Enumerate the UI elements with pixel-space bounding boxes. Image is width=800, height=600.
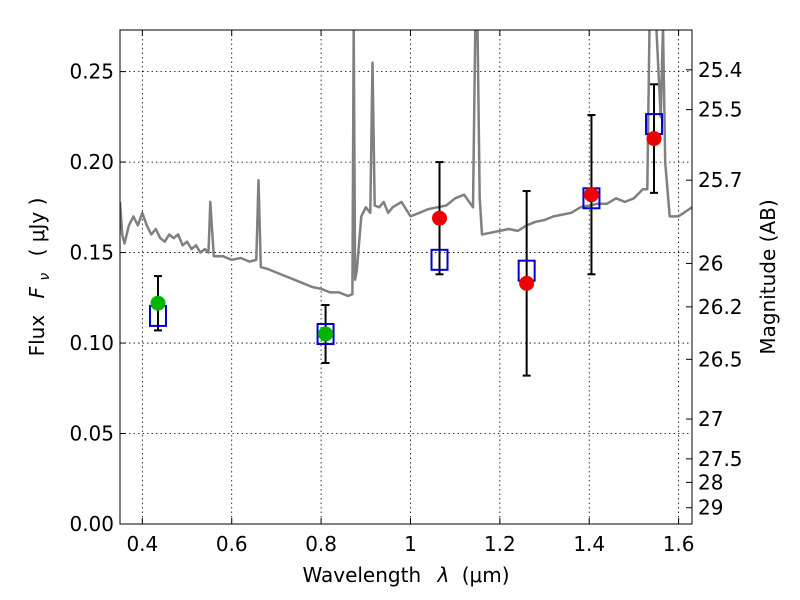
- y-tick-label: 0.00: [69, 512, 114, 536]
- observed-flux-point: [318, 326, 334, 342]
- magnitude-tick-label: 25.7: [698, 168, 743, 192]
- spectrum-line: [120, 30, 692, 298]
- model-photometry-square: [430, 248, 449, 271]
- magnitude-tick-label: 27.5: [698, 447, 743, 471]
- x-tick-label: 0.6: [216, 532, 248, 556]
- magnitude-tick-label: 29: [698, 496, 723, 520]
- x-tick-label: 1: [404, 532, 417, 556]
- y-axis-label-symbol: F: [25, 286, 49, 298]
- magnitude-tick-label: 27: [698, 407, 723, 431]
- x-tick-label: 1.6: [663, 532, 695, 556]
- y-tick-label: 0.05: [69, 422, 114, 446]
- observed-flux-point: [150, 295, 166, 311]
- y-axis-label-unit: ( μJy ): [25, 198, 49, 257]
- observed-flux-point: [519, 275, 535, 291]
- y-axis-label-subscript: ν: [37, 273, 53, 281]
- magnitude-tick-label: 28: [698, 470, 723, 494]
- magnitude-axis-label: Magnitude (AB): [756, 199, 780, 354]
- x-tick-label: 0.8: [305, 532, 337, 556]
- ticks-layer: 0.4 0.6 0.8 1 1.2 1.4 1.6 0.00 0.05 0.10 0.15 0.20 0…: [69, 30, 743, 556]
- magnitude-tick-label: 26.2: [698, 295, 743, 319]
- observed-flux-point: [583, 187, 599, 203]
- observed-flux-point: [646, 131, 662, 147]
- observed-flux-point: [432, 210, 448, 226]
- x-tick-label: 0.4: [126, 532, 158, 556]
- x-axis-label-symbol: λ: [437, 563, 450, 587]
- x-tick-label: 1.2: [484, 532, 516, 556]
- marker-layer: [148, 113, 664, 345]
- magnitude-tick-label: 26: [698, 251, 723, 275]
- spectrum-layer: [120, 30, 692, 298]
- y-tick-label: 0.10: [69, 331, 114, 355]
- grid: [120, 30, 692, 524]
- x-axis-label-prefix: Wavelength: [302, 563, 421, 587]
- magnitude-tick-label: 25.4: [698, 58, 743, 82]
- x-axis-label: Wavelength λ (μm): [302, 563, 509, 587]
- y-tick-label: 0.15: [69, 241, 114, 265]
- x-axis-label-unit: (μm): [462, 563, 510, 587]
- error-bar-layer: [153, 83, 659, 377]
- model-photometry-square: [316, 323, 335, 345]
- magnitude-tick-label: 25.5: [698, 98, 743, 122]
- y-axis-label: Flux F ν ( μJy ): [25, 198, 54, 357]
- plot-frame: [119, 29, 693, 525]
- y-axis-label-prefix: Flux: [25, 315, 49, 357]
- y-tick-label: 0.25: [69, 60, 114, 84]
- x-tick-label: 1.4: [573, 532, 605, 556]
- magnitude-tick-label: 26.5: [698, 347, 743, 371]
- y-tick-label: 0.20: [69, 150, 114, 174]
